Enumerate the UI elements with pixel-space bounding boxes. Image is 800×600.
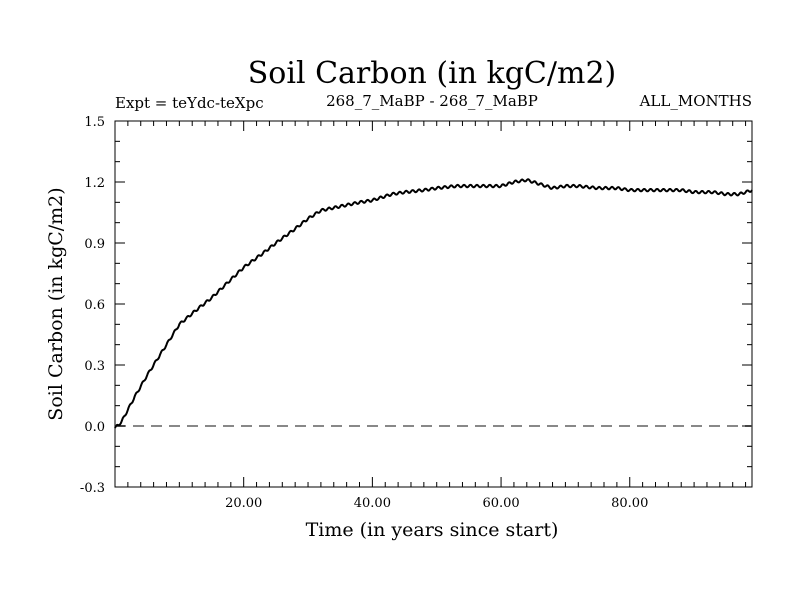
period-label: 268_7_MaBP - 268_7_MaBP xyxy=(326,92,538,110)
x-tick-label: 60.00 xyxy=(482,496,519,511)
axis-ticks xyxy=(115,120,752,488)
y-tick-label: 0.3 xyxy=(84,359,105,374)
months-label: ALL_MONTHS xyxy=(639,92,752,110)
x-tick-labels: 20.00 40.00 60.00 80.00 xyxy=(225,496,648,511)
experiment-label: Expt = teYdc-teXpc xyxy=(115,94,264,112)
x-axis-label: Time (in years since start) xyxy=(306,519,559,541)
y-axis-label: Soil Carbon (in kgC/m2) xyxy=(45,187,67,420)
series-line-soil-carbon xyxy=(114,178,753,429)
chart-title: Soil Carbon (in kgC/m2) xyxy=(248,56,616,91)
y-tick-label: 1.5 xyxy=(84,115,105,130)
y-tick-labels: -0.3 0.0 0.3 0.6 0.9 1.2 1.5 xyxy=(80,115,105,496)
y-tick-label: 0.9 xyxy=(84,237,105,252)
y-tick-label: 0.0 xyxy=(84,420,105,435)
x-tick-label: 40.00 xyxy=(354,496,391,511)
x-tick-label: 20.00 xyxy=(225,496,262,511)
y-tick-label: 0.6 xyxy=(84,298,105,313)
y-tick-label: -0.3 xyxy=(80,481,105,496)
x-tick-label: 80.00 xyxy=(611,496,648,511)
plot-frame xyxy=(114,120,753,488)
y-tick-label: 1.2 xyxy=(84,176,105,191)
